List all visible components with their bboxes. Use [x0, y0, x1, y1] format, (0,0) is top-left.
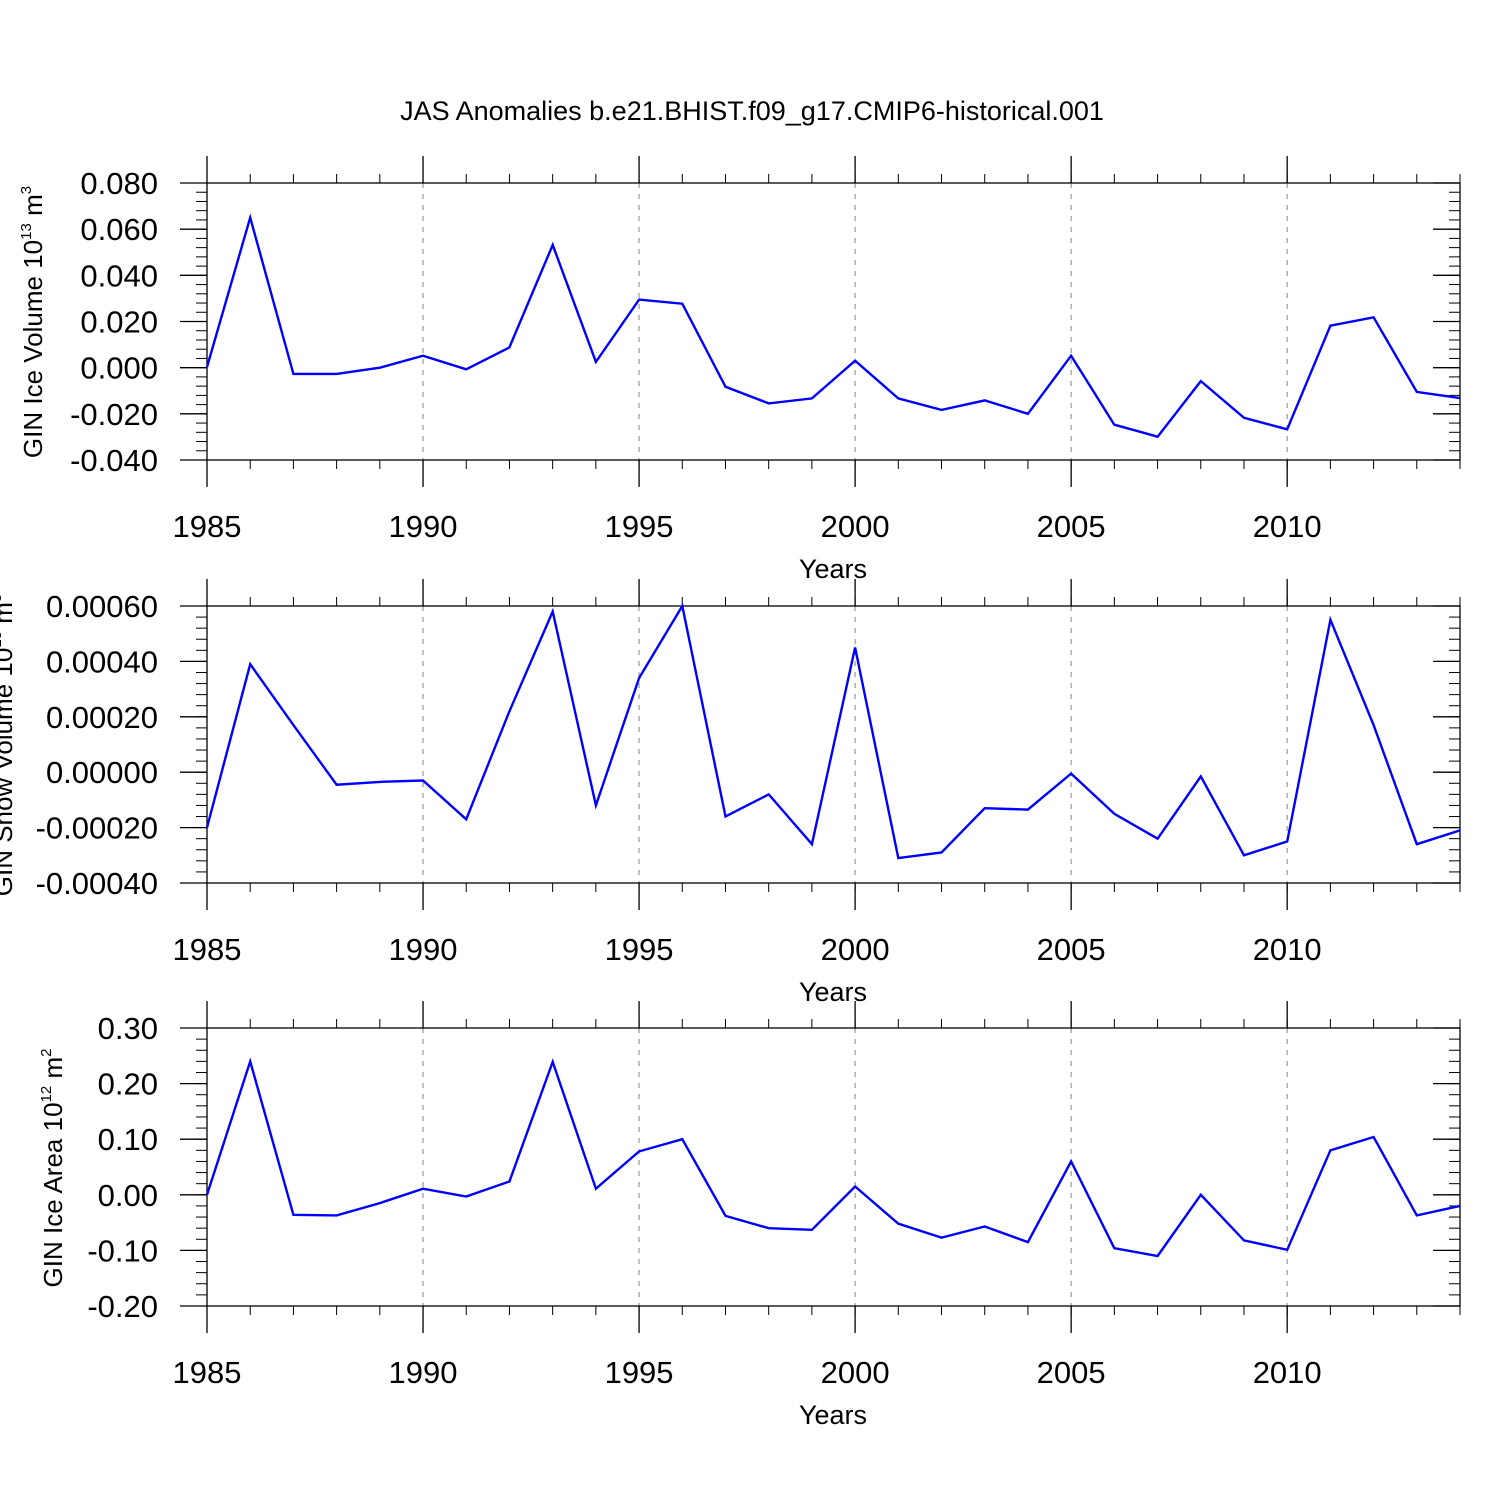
panel-snow-volume: 1985 1990 1995 2000 2005 2010 -0.00040 -0.00020…	[36, 579, 1461, 967]
x-tick-label: 1985	[173, 932, 242, 967]
series-line	[205, 1057, 1461, 1258]
plot-frame	[206, 1027, 1461, 1307]
y-tick-label: -0.10	[87, 1233, 158, 1268]
x-tick-label: 1995	[605, 1355, 674, 1390]
y-tick-label: -0.040	[70, 443, 158, 478]
y-tick-label: 0.00040	[46, 644, 158, 679]
y-tick-label: 0.10	[98, 1122, 158, 1157]
y-tick-label: -0.020	[70, 397, 158, 432]
x-tick-label: 1985	[173, 1355, 242, 1390]
x-tick-label: 2000	[821, 509, 890, 544]
series-line	[205, 213, 1461, 439]
y-tick-label: -0.00040	[36, 866, 158, 901]
y-tick-label: 0.060	[80, 212, 158, 247]
panel-ice-area: 1985 1990 1995 2000 2005 2010 -0.20 -0.10 0.00 0.…	[87, 1001, 1461, 1390]
x-tick-label: 2000	[821, 1355, 890, 1390]
y-tick-label: 0.080	[80, 166, 158, 201]
plot-frame	[206, 605, 1461, 884]
figure-title: JAS Anomalies b.e21.BHIST.f09_g17.CMIP6-…	[400, 96, 1104, 126]
x-tick-label: 2005	[1037, 932, 1106, 967]
x-tick-label: 2010	[1253, 509, 1322, 544]
x-tick-label: 1990	[389, 932, 458, 967]
y-tick-label: 0.00060	[46, 589, 158, 624]
x-tick-label: 2005	[1037, 509, 1106, 544]
y-tick-label: 0.20	[98, 1067, 158, 1102]
series-line	[205, 602, 1461, 860]
y-tick-label: 0.020	[80, 305, 158, 340]
x-tick-label: 1995	[605, 509, 674, 544]
x-tick-label: 2005	[1037, 1355, 1106, 1390]
panel-ice-volume: 1985 1990 1995 2000 2005 2010 -0.040 -0.020 0.00…	[70, 156, 1461, 544]
xlabel-ice-area: Years	[799, 1400, 867, 1430]
y-tick-label: 0.30	[98, 1011, 158, 1046]
x-tick-label: 1990	[389, 509, 458, 544]
y-tick-label: 0.00020	[46, 700, 158, 735]
x-tick-label: 1995	[605, 932, 674, 967]
plot-frame	[206, 182, 1461, 461]
y-tick-label: 0.00000	[46, 755, 158, 790]
y-tick-label: 0.00	[98, 1178, 158, 1213]
x-tick-label: 2010	[1253, 932, 1322, 967]
xlabel-ice-volume: Years	[799, 554, 867, 584]
y-tick-label: -0.00020	[36, 811, 158, 846]
x-tick-label: 2000	[821, 932, 890, 967]
ylabel-ice-volume: GIN Ice Volume 1013 m3	[18, 186, 48, 458]
y-tick-label: 0.000	[80, 351, 158, 386]
y-tick-label: -0.20	[87, 1289, 158, 1324]
xlabel-snow-volume: Years	[799, 977, 867, 1007]
ylabel-ice-area: GIN Ice Area 1012 m2	[38, 1049, 68, 1288]
x-tick-label: 1985	[173, 509, 242, 544]
ylabel-snow-volume: GIN Snow Volume 1013 m3	[0, 594, 18, 897]
y-tick-label: 0.040	[80, 258, 158, 293]
x-tick-label: 1990	[389, 1355, 458, 1390]
x-tick-label: 2010	[1253, 1355, 1322, 1390]
